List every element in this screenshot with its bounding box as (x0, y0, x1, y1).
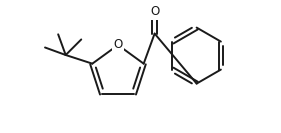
Text: O: O (150, 5, 159, 18)
Text: O: O (113, 38, 123, 51)
